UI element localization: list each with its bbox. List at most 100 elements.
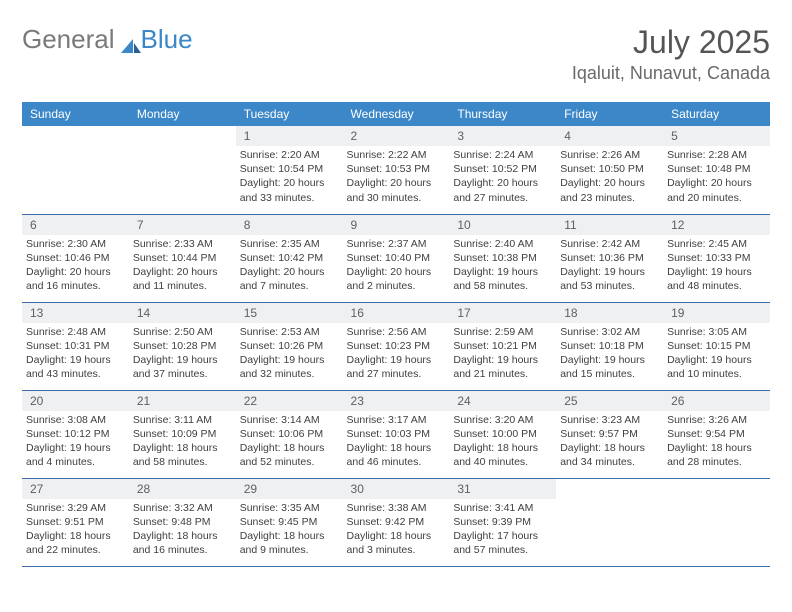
day-cell: 21Sunrise: 3:11 AMSunset: 10:09 PMDaylig… [129, 390, 236, 478]
day-body: Sunrise: 3:02 AMSunset: 10:18 PMDaylight… [556, 323, 663, 386]
day-body: Sunrise: 2:56 AMSunset: 10:23 PMDaylight… [343, 323, 450, 386]
day-body: Sunrise: 3:17 AMSunset: 10:03 PMDaylight… [343, 411, 450, 474]
sunrise-text: Sunrise: 3:08 AM [26, 413, 125, 427]
daylight-text: Daylight: 18 hours and 46 minutes. [347, 441, 446, 469]
sunset-text: Sunset: 10:53 PM [347, 162, 446, 176]
sunset-text: Sunset: 9:42 PM [347, 515, 446, 529]
sunrise-text: Sunrise: 2:24 AM [453, 148, 552, 162]
day-cell: 6Sunrise: 2:30 AMSunset: 10:46 PMDayligh… [22, 214, 129, 302]
day-body: Sunrise: 3:26 AMSunset: 9:54 PMDaylight:… [663, 411, 770, 474]
day-number: 11 [556, 215, 663, 235]
header: General Blue July 2025 Iqaluit, Nunavut,… [22, 24, 770, 84]
day-header: Wednesday [343, 102, 450, 126]
sunset-text: Sunset: 10:12 PM [26, 427, 125, 441]
week-row: 20Sunrise: 3:08 AMSunset: 10:12 PMDaylig… [22, 390, 770, 478]
sunrise-text: Sunrise: 3:26 AM [667, 413, 766, 427]
sunset-text: Sunset: 9:51 PM [26, 515, 125, 529]
daylight-text: Daylight: 18 hours and 28 minutes. [667, 441, 766, 469]
day-number: 3 [449, 126, 556, 146]
calendar-header-row: SundayMondayTuesdayWednesdayThursdayFrid… [22, 102, 770, 126]
brand-logo: General Blue [22, 24, 193, 55]
day-body: Sunrise: 2:30 AMSunset: 10:46 PMDaylight… [22, 235, 129, 298]
day-number: 14 [129, 303, 236, 323]
daylight-text: Daylight: 20 hours and 20 minutes. [667, 176, 766, 204]
day-cell: 14Sunrise: 2:50 AMSunset: 10:28 PMDaylig… [129, 302, 236, 390]
sunset-text: Sunset: 10:06 PM [240, 427, 339, 441]
day-body: Sunrise: 3:14 AMSunset: 10:06 PMDaylight… [236, 411, 343, 474]
sunrise-text: Sunrise: 2:22 AM [347, 148, 446, 162]
day-cell [129, 126, 236, 214]
sunset-text: Sunset: 9:57 PM [560, 427, 659, 441]
week-row: 27Sunrise: 3:29 AMSunset: 9:51 PMDayligh… [22, 478, 770, 566]
day-header: Monday [129, 102, 236, 126]
sunrise-text: Sunrise: 2:50 AM [133, 325, 232, 339]
day-cell: 5Sunrise: 2:28 AMSunset: 10:48 PMDayligh… [663, 126, 770, 214]
day-cell: 30Sunrise: 3:38 AMSunset: 9:42 PMDayligh… [343, 478, 450, 566]
day-cell: 25Sunrise: 3:23 AMSunset: 9:57 PMDayligh… [556, 390, 663, 478]
brand-part2: Blue [141, 24, 193, 55]
daylight-text: Daylight: 18 hours and 58 minutes. [133, 441, 232, 469]
day-number: 2 [343, 126, 450, 146]
sunset-text: Sunset: 10:48 PM [667, 162, 766, 176]
day-cell: 2Sunrise: 2:22 AMSunset: 10:53 PMDayligh… [343, 126, 450, 214]
daylight-text: Daylight: 19 hours and 53 minutes. [560, 265, 659, 293]
day-cell: 24Sunrise: 3:20 AMSunset: 10:00 PMDaylig… [449, 390, 556, 478]
daylight-text: Daylight: 19 hours and 43 minutes. [26, 353, 125, 381]
daylight-text: Daylight: 18 hours and 22 minutes. [26, 529, 125, 557]
sunset-text: Sunset: 10:50 PM [560, 162, 659, 176]
sunset-text: Sunset: 10:54 PM [240, 162, 339, 176]
sunset-text: Sunset: 10:42 PM [240, 251, 339, 265]
day-number: 6 [22, 215, 129, 235]
daylight-text: Daylight: 18 hours and 16 minutes. [133, 529, 232, 557]
daylight-text: Daylight: 20 hours and 23 minutes. [560, 176, 659, 204]
sunset-text: Sunset: 9:48 PM [133, 515, 232, 529]
sunrise-text: Sunrise: 3:35 AM [240, 501, 339, 515]
day-number: 13 [22, 303, 129, 323]
day-body: Sunrise: 2:35 AMSunset: 10:42 PMDaylight… [236, 235, 343, 298]
daylight-text: Daylight: 19 hours and 48 minutes. [667, 265, 766, 293]
sunset-text: Sunset: 10:46 PM [26, 251, 125, 265]
day-number: 9 [343, 215, 450, 235]
sunset-text: Sunset: 9:39 PM [453, 515, 552, 529]
daylight-text: Daylight: 20 hours and 2 minutes. [347, 265, 446, 293]
day-cell: 22Sunrise: 3:14 AMSunset: 10:06 PMDaylig… [236, 390, 343, 478]
day-header: Tuesday [236, 102, 343, 126]
day-number: 27 [22, 479, 129, 499]
daylight-text: Daylight: 20 hours and 11 minutes. [133, 265, 232, 293]
day-cell: 4Sunrise: 2:26 AMSunset: 10:50 PMDayligh… [556, 126, 663, 214]
sunset-text: Sunset: 9:45 PM [240, 515, 339, 529]
day-number: 1 [236, 126, 343, 146]
sunrise-text: Sunrise: 3:05 AM [667, 325, 766, 339]
sunset-text: Sunset: 9:54 PM [667, 427, 766, 441]
week-row: 6Sunrise: 2:30 AMSunset: 10:46 PMDayligh… [22, 214, 770, 302]
day-number: 28 [129, 479, 236, 499]
day-body: Sunrise: 3:29 AMSunset: 9:51 PMDaylight:… [22, 499, 129, 562]
sunrise-text: Sunrise: 2:59 AM [453, 325, 552, 339]
day-body: Sunrise: 3:32 AMSunset: 9:48 PMDaylight:… [129, 499, 236, 562]
sunrise-text: Sunrise: 2:20 AM [240, 148, 339, 162]
calendar-table: SundayMondayTuesdayWednesdayThursdayFrid… [22, 102, 770, 567]
day-cell: 11Sunrise: 2:42 AMSunset: 10:36 PMDaylig… [556, 214, 663, 302]
day-body: Sunrise: 2:45 AMSunset: 10:33 PMDaylight… [663, 235, 770, 298]
daylight-text: Daylight: 18 hours and 52 minutes. [240, 441, 339, 469]
day-header: Sunday [22, 102, 129, 126]
daylight-text: Daylight: 20 hours and 16 minutes. [26, 265, 125, 293]
sunrise-text: Sunrise: 2:33 AM [133, 237, 232, 251]
sunrise-text: Sunrise: 3:02 AM [560, 325, 659, 339]
day-body: Sunrise: 2:22 AMSunset: 10:53 PMDaylight… [343, 146, 450, 209]
day-cell: 19Sunrise: 3:05 AMSunset: 10:15 PMDaylig… [663, 302, 770, 390]
calendar-body: 1 Sunrise: 2:20 AMSunset: 10:54 PM Dayligh… [22, 126, 770, 566]
sunset-text: Sunset: 10:36 PM [560, 251, 659, 265]
day-cell: 9Sunrise: 2:37 AMSunset: 10:40 PMDayligh… [343, 214, 450, 302]
day-number: 18 [556, 303, 663, 323]
sunrise-text: Sunrise: 2:37 AM [347, 237, 446, 251]
daylight-text: Daylight: 18 hours and 9 minutes. [240, 529, 339, 557]
day-number: 8 [236, 215, 343, 235]
day-number: 25 [556, 391, 663, 411]
week-row: 13Sunrise: 2:48 AMSunset: 10:31 PMDaylig… [22, 302, 770, 390]
location: Iqaluit, Nunavut, Canada [572, 63, 770, 84]
day-body: Sunrise: 3:20 AMSunset: 10:00 PMDaylight… [449, 411, 556, 474]
sunrise-text: Sunrise: 2:28 AM [667, 148, 766, 162]
daylight-text: Daylight: 19 hours and 32 minutes. [240, 353, 339, 381]
day-number: 24 [449, 391, 556, 411]
